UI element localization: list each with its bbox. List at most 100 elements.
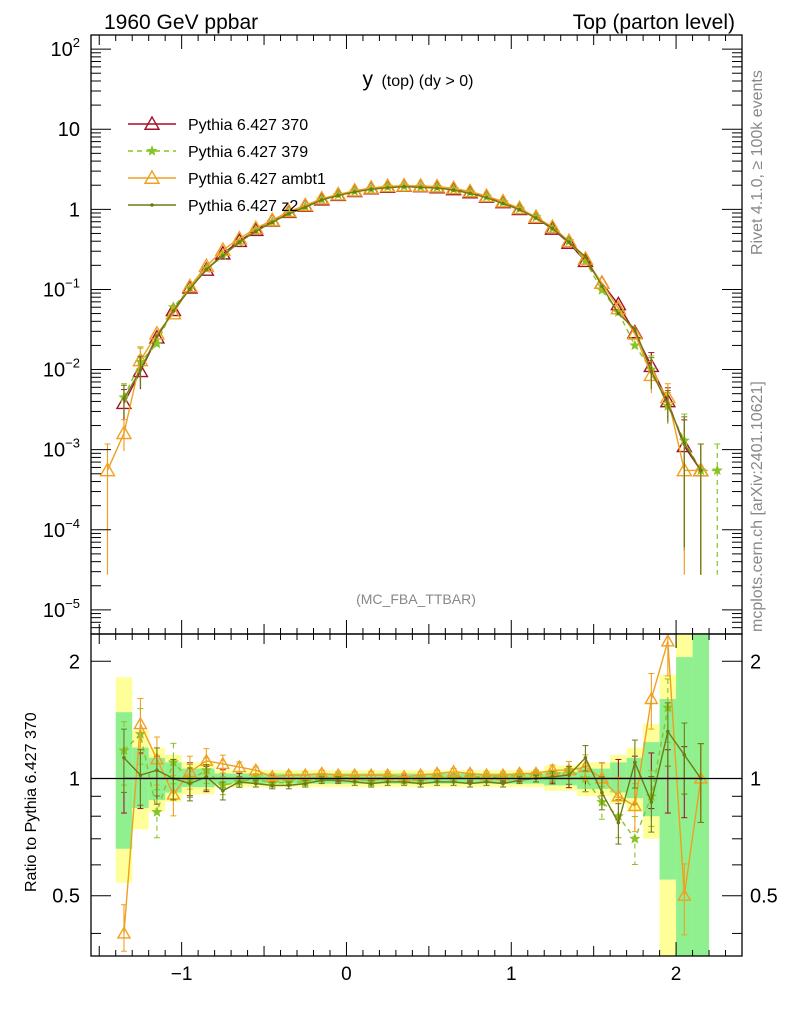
y-tick-label-4: 10−2 xyxy=(43,356,80,382)
ratio-point-2-32 xyxy=(644,691,659,705)
plot-title: y (top) (dy > 0) xyxy=(363,68,474,91)
y-tick-exponent: −4 xyxy=(65,516,80,531)
y-tick-exponent: −2 xyxy=(65,356,80,371)
ratio-point-3-33 xyxy=(666,729,670,734)
ratio-point-3-20 xyxy=(451,780,456,784)
y-tick-base: 10 xyxy=(43,279,65,301)
ratio-point-2-15 xyxy=(363,767,379,781)
ratio-point-3-9 xyxy=(270,783,275,788)
y-tick-base: 10 xyxy=(43,360,65,382)
main-point-2-9 xyxy=(247,219,265,235)
ratio-point-3-30 xyxy=(616,820,621,825)
main-point-3-32 xyxy=(649,369,654,374)
main-point-2-1 xyxy=(115,424,133,440)
ratio-point-3-28 xyxy=(583,756,588,760)
y-tick-label-1: 10 xyxy=(58,119,80,141)
legend-entry-1: Pythia 6.427 379 xyxy=(128,144,308,161)
main-point-3-35 xyxy=(698,468,703,473)
ratio-point-2-6 xyxy=(215,756,231,770)
ratio-point-3-22 xyxy=(484,780,489,784)
main-point-3-27 xyxy=(567,240,571,244)
main-point-2-29 xyxy=(577,250,594,265)
main-point-2-0 xyxy=(99,462,116,477)
main-point-2-12 xyxy=(297,196,314,212)
y-tick-base: 10 xyxy=(43,520,65,542)
main-point-3-1 xyxy=(138,368,143,372)
main-point-3-3 xyxy=(171,309,176,313)
y-tick-exponent: 2 xyxy=(73,35,80,50)
main-point-3-11 xyxy=(303,205,308,210)
y-tick-label-5: 10−3 xyxy=(43,436,80,462)
main-point-3-2 xyxy=(155,334,159,339)
ratio-point-3-31 xyxy=(633,760,637,765)
ratio-point-3-0 xyxy=(122,756,126,760)
y-tick-label-2: 1 xyxy=(69,199,80,221)
main-point-3-31 xyxy=(633,327,637,331)
y-tick-label-7: 10−5 xyxy=(43,596,80,622)
plot-title-main: y xyxy=(363,68,374,91)
ratio-point-2-33 xyxy=(660,633,676,647)
main-point-3-15 xyxy=(369,187,373,192)
ratio-point-3-15 xyxy=(369,781,373,786)
main-point-3-7 xyxy=(237,240,242,244)
legend-marker-2 xyxy=(143,169,161,184)
main-point-2-10 xyxy=(264,211,281,227)
main-point-3-23 xyxy=(501,201,505,206)
main-point-3-20 xyxy=(451,188,456,192)
ratio-axes: −1 0 1 2 0.5 0.5 1 1 2 2 xyxy=(52,633,778,985)
ratio-tick-label-left: 1 xyxy=(69,768,80,790)
ratio-point-3-29 xyxy=(600,790,604,795)
plot-title-sub: (top) (dy > 0) xyxy=(381,73,473,90)
main-point-2-19 xyxy=(412,177,429,192)
ratio-line-3 xyxy=(123,729,702,825)
ratio-point-2-8 xyxy=(248,762,264,776)
main-point-3-18 xyxy=(418,185,423,190)
legend-label-3: Pythia 6.427 z2 xyxy=(188,198,298,215)
main-point-2-21 xyxy=(445,179,462,195)
ratio-point-3-17 xyxy=(402,780,406,784)
main-point-3-29 xyxy=(600,284,604,288)
legend-label-1: Pythia 6.427 379 xyxy=(188,144,308,161)
ratio-point-3-26 xyxy=(550,774,555,779)
x-tick-label: 0 xyxy=(341,964,352,985)
ratio-point-2-18 xyxy=(413,767,428,781)
analysis-label: (MC_FBA_TTBAR) xyxy=(356,591,476,607)
main-point-0-3 xyxy=(165,301,182,317)
main-point-3-28 xyxy=(583,255,588,259)
main-point-3-14 xyxy=(352,190,357,194)
x-tick-label: 2 xyxy=(671,964,682,985)
ratio-point-3-16 xyxy=(385,780,390,784)
legend-entry-3: Pythia 6.427 z2 xyxy=(128,198,298,215)
main-point-2-30 xyxy=(593,274,611,290)
y-tick-label-6: 10−4 xyxy=(43,516,80,542)
main-point-3-16 xyxy=(385,185,390,190)
ratio-point-2-20 xyxy=(446,764,461,778)
rivet-version-label: Rivet 4.1.0, ≥ 100k events xyxy=(749,70,766,255)
main-point-3-30 xyxy=(616,311,621,316)
ratio-point-2-34 xyxy=(677,888,692,901)
main-point-2-18 xyxy=(395,177,413,192)
ratio-point-1-31 xyxy=(629,832,641,844)
main-point-2-4 xyxy=(165,305,182,320)
main-point-0-5 xyxy=(198,261,215,276)
ratio-point-3-5 xyxy=(204,774,209,779)
main-point-3-9 xyxy=(270,220,275,225)
main-point-3-8 xyxy=(254,229,258,234)
main-point-3-5 xyxy=(204,267,209,272)
main-point-1-36 xyxy=(711,464,723,476)
main-point-2-13 xyxy=(313,190,330,205)
main-point-2-32 xyxy=(626,325,644,340)
ratio-point-3-24 xyxy=(517,778,522,782)
ratio-point-3-8 xyxy=(254,781,258,786)
ratio-point-3-21 xyxy=(468,781,472,786)
ratio-point-2-31 xyxy=(627,798,643,812)
main-point-0-27 xyxy=(560,234,578,249)
mcplots-reference-label: mcplots.cern.ch [arXiv:2401.10621] xyxy=(749,381,766,632)
main-point-2-20 xyxy=(428,178,446,193)
main-point-3-21 xyxy=(468,191,472,196)
y-tick-exponent: −5 xyxy=(65,596,80,611)
y-tick-exponent: −1 xyxy=(65,275,80,290)
ratio-point-3-13 xyxy=(336,778,341,782)
ratio-point-3-4 xyxy=(188,781,192,786)
